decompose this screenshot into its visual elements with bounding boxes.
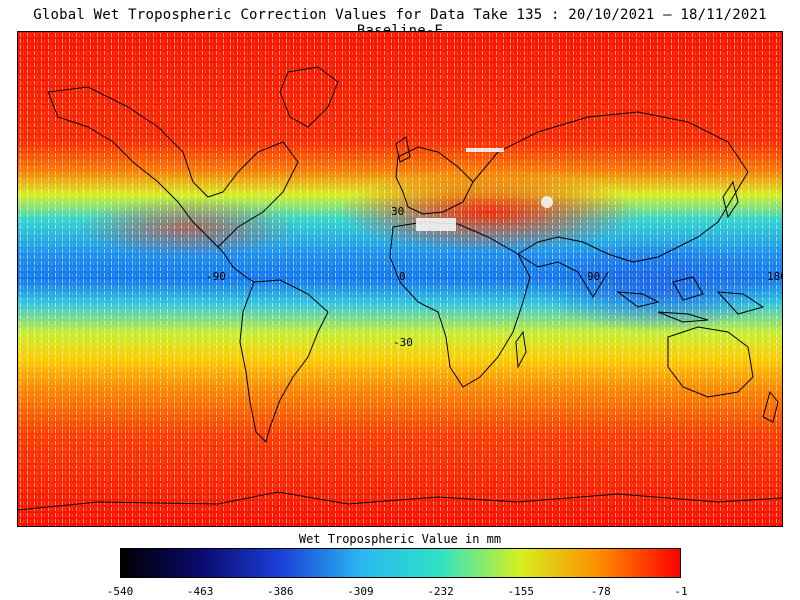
uk-coast: [395, 136, 411, 163]
borneo-coast: [672, 276, 704, 301]
new-zealand-coast: [762, 390, 779, 423]
colorbar-tick-label: -463: [186, 585, 214, 598]
data-gap-sahara: [416, 218, 456, 231]
japan-coast: [722, 180, 739, 219]
lat-label-30: 30: [391, 205, 404, 218]
south-america-coast: [239, 279, 329, 443]
india-coast: [517, 253, 609, 298]
asia-coast: [472, 111, 749, 263]
java-coast: [657, 311, 709, 323]
colorbar-tick-label: -1: [674, 585, 688, 598]
colorbar-tick-label: -309: [347, 585, 374, 598]
track-texture: [18, 32, 782, 526]
colorbar-tick-label: -540: [106, 585, 134, 598]
europe-coast: [395, 146, 474, 215]
map-panel: -90 0 90 180 30 -30: [17, 31, 783, 527]
africa-coast: [389, 221, 531, 388]
lon-label-0: 0: [399, 270, 406, 283]
colorbar-title: Wet Tropospheric Value in mm: [298, 532, 502, 546]
world-map: -90 0 90 180 30 -30: [18, 32, 782, 526]
lon-label-minus90: -90: [206, 270, 226, 283]
colorbar: [120, 548, 681, 578]
coastlines: [18, 66, 782, 511]
lon-label-90: 90: [587, 270, 600, 283]
greenland-coast: [279, 66, 339, 128]
sumatra-coast: [616, 291, 660, 308]
data-gap-arabia: [541, 196, 553, 208]
colorbar-tick-label: -232: [427, 585, 454, 598]
colorbar-tick-label: -386: [267, 585, 294, 598]
lat-label-minus30: -30: [393, 336, 413, 349]
lon-label-180: 180: [767, 270, 782, 283]
central-america-coast: [207, 236, 255, 283]
new-guinea-coast: [716, 291, 765, 315]
australia-coast: [667, 326, 754, 398]
data-gap-north: [466, 148, 504, 152]
colorbar-tick-label: -155: [507, 585, 534, 598]
antarctica-coast: [18, 491, 782, 511]
data-gaps: [416, 148, 553, 231]
colorbar-tick-label: -78: [590, 585, 611, 598]
north-america-coast: [47, 86, 299, 248]
madagascar-coast: [515, 330, 527, 369]
colorbar-tick-labels: -540 -463 -386 -309 -232 -155 -78 -1: [107, 585, 688, 599]
